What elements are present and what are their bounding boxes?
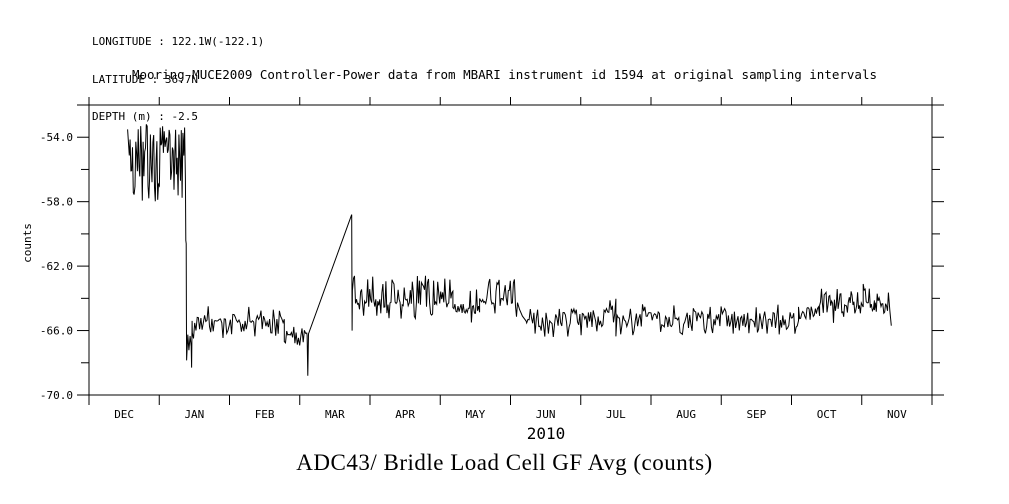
y-axis-label: counts xyxy=(21,223,34,263)
x-tick-label-month: FEB xyxy=(255,408,275,421)
y-tick-label: -58.0 xyxy=(40,196,73,209)
metadata-block: LONGITUDE : 122.1W(-122.1) LATITUDE : 36… xyxy=(92,11,264,136)
x-tick-label-month: NOV xyxy=(887,408,907,421)
depth-label: DEPTH (m) : -2.5 xyxy=(92,110,198,123)
plot-frame xyxy=(88,104,933,396)
x-tick-label-month: JUN xyxy=(536,408,556,421)
x-tick-label-month: DEC xyxy=(114,408,134,421)
x-tick-label-month: APR xyxy=(395,408,415,421)
y-tick-label: -70.0 xyxy=(40,389,73,402)
data-series-line xyxy=(127,124,892,376)
x-tick-label-month: JAN xyxy=(184,408,204,421)
x-tick-label-month: SEP xyxy=(746,408,766,421)
x-tick-label-month: MAY xyxy=(465,408,485,421)
y-tick-label: -66.0 xyxy=(40,325,73,338)
x-tick-label-month: AUG xyxy=(676,408,696,421)
latitude-label: LATITUDE : 36.7N xyxy=(92,72,198,86)
x-tick-label-month: MAR xyxy=(325,408,345,421)
y-tick-label: -62.0 xyxy=(40,260,73,273)
figure-caption: ADC43/ Bridle Load Cell GF Avg (counts) xyxy=(296,450,713,475)
longitude-label: LONGITUDE : 122.1W(-122.1) xyxy=(92,35,265,48)
y-tick-label: -54.0 xyxy=(40,131,73,144)
x-axis-year-label: 2010 xyxy=(526,424,566,443)
plot-title: Mooring MUCE2009 Controller-Power data f… xyxy=(131,67,878,82)
x-tick-label-month: OCT xyxy=(817,408,837,421)
x-tick-label-month: JUL xyxy=(606,408,626,421)
